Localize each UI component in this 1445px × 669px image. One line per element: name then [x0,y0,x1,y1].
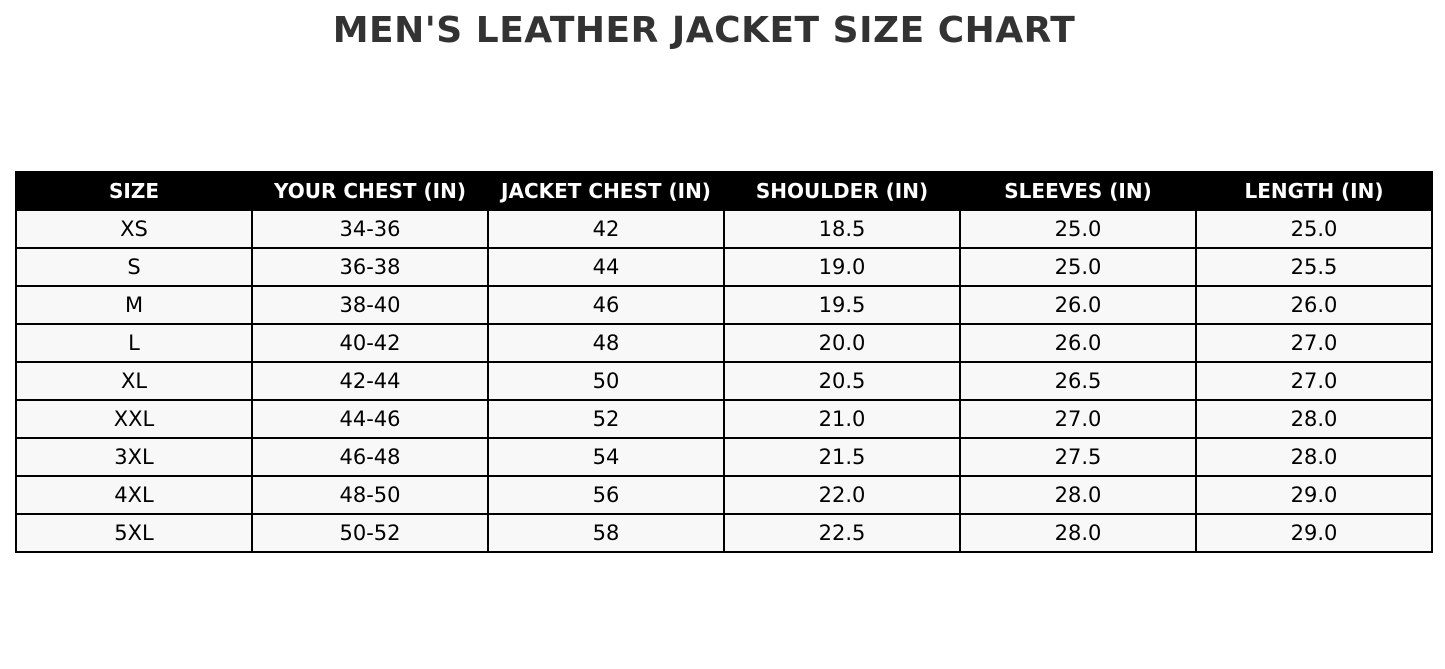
table-cell: 27.0 [1195,323,1433,363]
table-cell: 19.5 [723,285,961,325]
table-row: XL 42-44 50 20.5 26.5 27.0 [15,361,1433,401]
table-cell: 27.5 [959,437,1197,477]
table-cell: 44-46 [251,399,489,439]
table-cell: 21.5 [723,437,961,477]
table-row: XXL 44-46 52 21.0 27.0 28.0 [15,399,1433,439]
table-cell: XL [15,361,253,401]
table-cell: 25.0 [959,209,1197,249]
table-row: M 38-40 46 19.5 26.0 26.0 [15,285,1433,325]
column-header: SHOULDER (IN) [723,171,961,211]
table-cell: 50 [487,361,725,401]
table-cell: 18.5 [723,209,961,249]
chart-title: MEN'S LEATHER JACKET SIZE CHART [332,10,1076,51]
table-cell: 19.0 [723,247,961,287]
table-cell: 26.0 [1195,285,1433,325]
table-cell: 38-40 [251,285,489,325]
table-row: S 36-38 44 19.0 25.0 25.5 [15,247,1433,287]
table-cell: 48 [487,323,725,363]
column-header: JACKET CHEST (IN) [487,171,725,211]
table-row: L 40-42 48 20.0 26.0 27.0 [15,323,1433,363]
table-cell: XXL [15,399,253,439]
column-header: SLEEVES (IN) [959,171,1197,211]
table-cell: XS [15,209,253,249]
column-header: SIZE [15,171,253,211]
table-cell: 28.0 [959,475,1197,515]
table-cell: 42-44 [251,361,489,401]
table-cell: 5XL [15,513,253,553]
table-cell: 28.0 [959,513,1197,553]
table-cell: 20.0 [723,323,961,363]
table-cell: 29.0 [1195,475,1433,515]
table-cell: 22.5 [723,513,961,553]
table-cell: 28.0 [1195,437,1433,477]
table-cell: 58 [487,513,725,553]
column-header: YOUR CHEST (IN) [251,171,489,211]
table-cell: 21.0 [723,399,961,439]
size-chart-table: SIZE YOUR CHEST (IN) JACKET CHEST (IN) SHOU… [15,171,1433,553]
table-cell: 52 [487,399,725,439]
table-cell: 50-52 [251,513,489,553]
table-cell: 20.5 [723,361,961,401]
table-cell: 25.0 [959,247,1197,287]
table-cell: 36-38 [251,247,489,287]
table-cell: 26.0 [959,323,1197,363]
column-header: LENGTH (IN) [1195,171,1433,211]
table-cell: 3XL [15,437,253,477]
table-row: XS 34-36 42 18.5 25.0 25.0 [15,209,1433,249]
table-cell: 40-42 [251,323,489,363]
table-cell: 48-50 [251,475,489,515]
table-cell: 22.0 [723,475,961,515]
table-row: 3XL 46-48 54 21.5 27.5 28.0 [15,437,1433,477]
table-cell: 28.0 [1195,399,1433,439]
table-row: 4XL 48-50 56 22.0 28.0 29.0 [15,475,1433,515]
table-cell: 46-48 [251,437,489,477]
table-cell: M [15,285,253,325]
table-cell: 26.5 [959,361,1197,401]
table-cell: 54 [487,437,725,477]
table-cell: 4XL [15,475,253,515]
header-row: SIZE YOUR CHEST (IN) JACKET CHEST (IN) SHOU… [15,171,1433,211]
table-cell: 34-36 [251,209,489,249]
table-cell: 29.0 [1195,513,1433,553]
table-cell: 25.0 [1195,209,1433,249]
table-cell: 42 [487,209,725,249]
table-cell: 46 [487,285,725,325]
table-cell: 56 [487,475,725,515]
table-cell: 27.0 [959,399,1197,439]
table-cell: S [15,247,253,287]
table-cell: L [15,323,253,363]
table-row: 5XL 50-52 58 22.5 28.0 29.0 [15,513,1433,553]
table-cell: 26.0 [959,285,1197,325]
table-cell: 27.0 [1195,361,1433,401]
table-cell: 25.5 [1195,247,1433,287]
table-cell: 44 [487,247,725,287]
